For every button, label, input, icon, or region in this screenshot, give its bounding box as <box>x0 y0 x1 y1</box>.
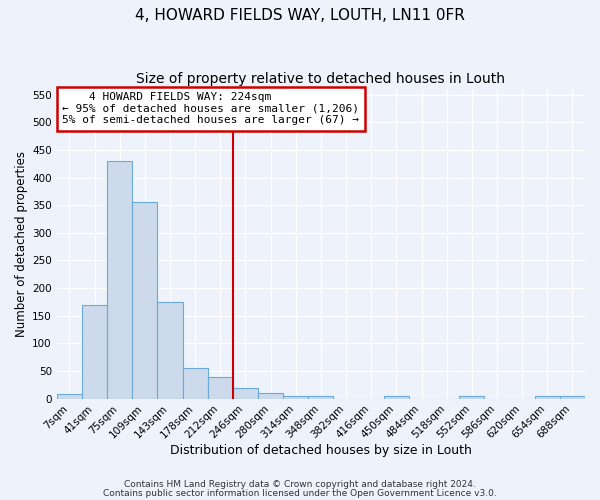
Bar <box>182 368 208 398</box>
X-axis label: Distribution of detached houses by size in Louth: Distribution of detached houses by size … <box>170 444 472 458</box>
Bar <box>82 304 107 398</box>
Bar <box>258 393 283 398</box>
Text: Contains public sector information licensed under the Open Government Licence v3: Contains public sector information licen… <box>103 488 497 498</box>
Bar <box>208 376 233 398</box>
Bar <box>283 396 308 398</box>
Bar <box>535 396 560 398</box>
Title: Size of property relative to detached houses in Louth: Size of property relative to detached ho… <box>136 72 505 86</box>
Bar <box>132 202 157 398</box>
Bar <box>560 396 585 398</box>
Bar <box>157 302 182 398</box>
Y-axis label: Number of detached properties: Number of detached properties <box>15 151 28 337</box>
Bar <box>384 396 409 398</box>
Bar <box>57 394 82 398</box>
Bar <box>459 396 484 398</box>
Text: Contains HM Land Registry data © Crown copyright and database right 2024.: Contains HM Land Registry data © Crown c… <box>124 480 476 489</box>
Bar <box>308 396 334 398</box>
Bar <box>233 388 258 398</box>
Text: 4, HOWARD FIELDS WAY, LOUTH, LN11 0FR: 4, HOWARD FIELDS WAY, LOUTH, LN11 0FR <box>135 8 465 22</box>
Bar <box>107 161 132 398</box>
Text: 4 HOWARD FIELDS WAY: 224sqm
← 95% of detached houses are smaller (1,206)
5% of s: 4 HOWARD FIELDS WAY: 224sqm ← 95% of det… <box>62 92 359 126</box>
